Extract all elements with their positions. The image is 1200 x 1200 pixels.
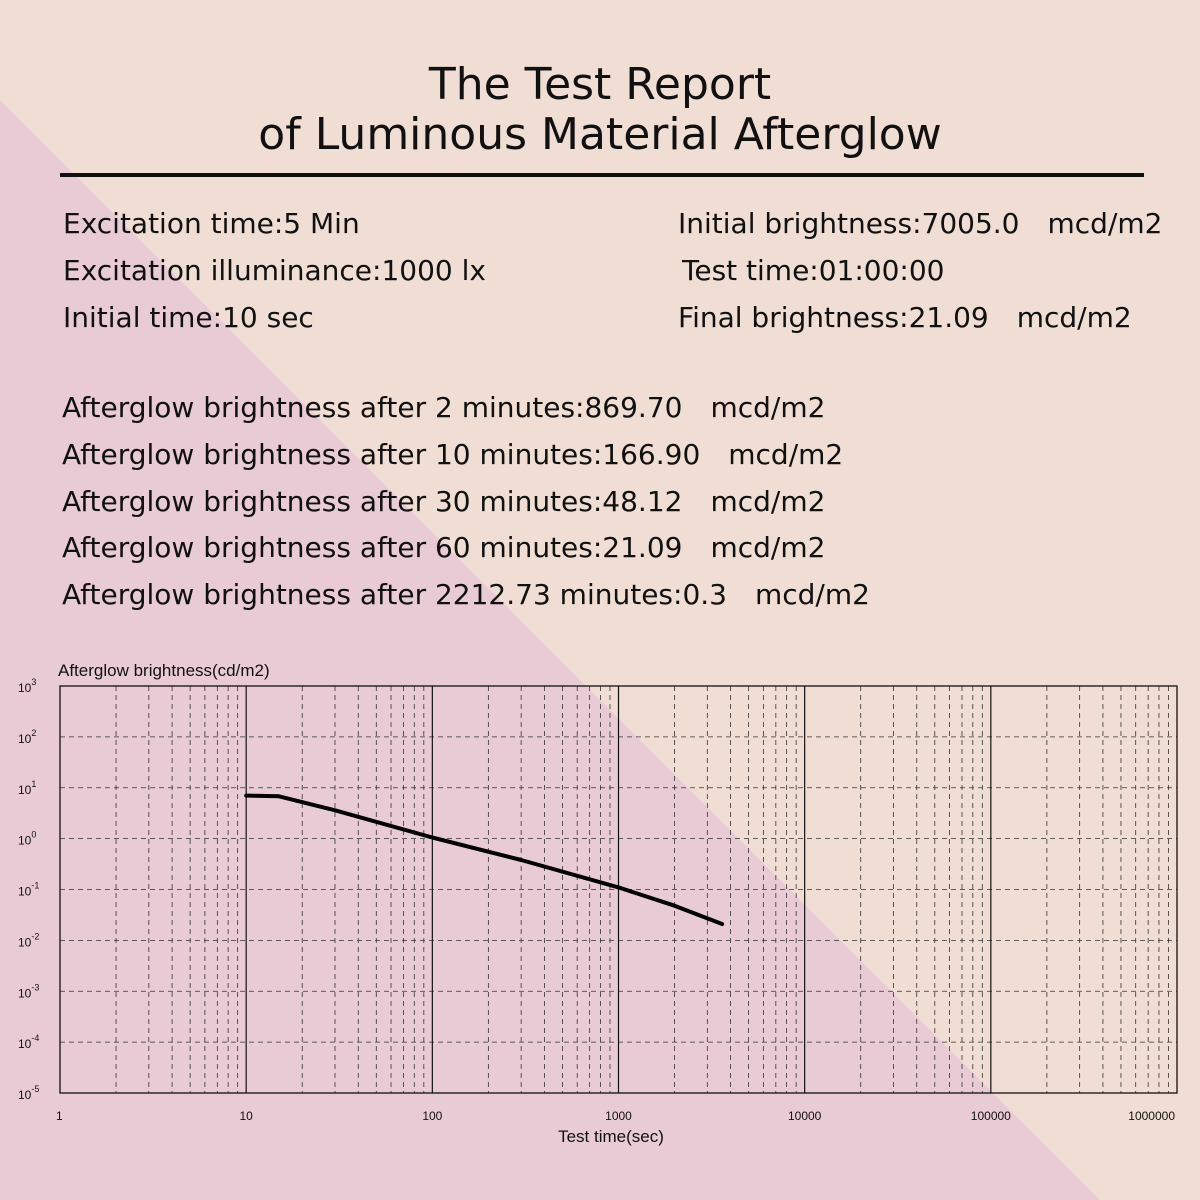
- chart-plot-frame: [59, 685, 1178, 1094]
- report-title-line-1: The Test Report: [428, 59, 772, 110]
- y-tick-base: 10: [18, 935, 32, 949]
- y-axis-label: Afterglow brightness(cd/m2): [58, 661, 270, 680]
- x-tick-label: 100000: [971, 1109, 1011, 1123]
- afterglow-2212-min: Afterglow brightness after 2212.73 minut…: [62, 578, 870, 612]
- y-tick-label: 10-2: [18, 931, 39, 949]
- afterglow-10-min-value: Afterglow brightness after 10 minutes:16…: [62, 438, 701, 471]
- initial-time: Initial time:10 sec: [63, 301, 314, 334]
- report-title-line-2: of Luminous Material Afterglow: [258, 109, 942, 160]
- y-tick-label: 103: [18, 677, 36, 695]
- afterglow-2-min-value: Afterglow brightness after 2 minutes:869…: [62, 391, 683, 424]
- final-brightness: Final brightness:21.09 mcd/m2: [678, 301, 1132, 335]
- x-axis-label: Test time(sec): [558, 1127, 664, 1146]
- test-time: Test time:01:00:00: [682, 254, 945, 288]
- afterglow-60-min-unit: mcd/m2: [710, 531, 826, 564]
- y-tick-label: 102: [18, 728, 36, 746]
- final-brightness-unit: mcd/m2: [1016, 301, 1132, 334]
- y-tick-base: 10: [18, 1088, 32, 1102]
- afterglow-2212-min-value: Afterglow brightness after 2212.73 minut…: [62, 578, 727, 611]
- initial-brightness: Initial brightness:7005.0 mcd/m2: [678, 207, 1162, 241]
- y-tick-base: 10: [18, 986, 32, 1000]
- excitation-time: Excitation time:5 Min: [63, 207, 360, 240]
- y-tick-exponent: 1: [31, 779, 36, 789]
- y-tick-label: 100: [18, 830, 36, 848]
- series-line-afterglow: [244, 793, 725, 926]
- y-tick-label: 101: [18, 779, 36, 797]
- x-tick-label: 1: [56, 1109, 63, 1123]
- afterglow-2212-min-unit: mcd/m2: [754, 578, 870, 611]
- afterglow-2-min: Afterglow brightness after 2 minutes:869…: [62, 391, 825, 425]
- chart-x-tick-labels: 1 10 100 1000 10000 100000 1000000: [56, 1109, 1175, 1123]
- afterglow-30-min-value: Afterglow brightness after 30 minutes:48…: [62, 485, 683, 518]
- afterglow-30-min-unit: mcd/m2: [710, 485, 826, 518]
- y-tick-base: 10: [18, 1037, 32, 1051]
- y-tick-base: 10: [18, 732, 32, 746]
- afterglow-10-min: Afterglow brightness after 10 minutes:16…: [62, 438, 843, 472]
- x-tick-label: 1000: [605, 1109, 632, 1123]
- y-tick-base: 10: [18, 783, 32, 797]
- afterglow-30-min: Afterglow brightness after 30 minutes:48…: [62, 485, 825, 519]
- y-tick-label: 10-4: [18, 1033, 39, 1051]
- chart-series-layer: [244, 793, 725, 926]
- y-tick-base: 10: [18, 834, 32, 848]
- x-tick-label: 100: [422, 1109, 442, 1123]
- y-tick-base: 10: [18, 885, 32, 899]
- y-tick-exponent: -5: [31, 1084, 39, 1094]
- x-tick-label: 10: [239, 1109, 253, 1123]
- y-tick-exponent: -4: [31, 1033, 39, 1043]
- y-tick-label: 10-3: [18, 982, 39, 1000]
- x-tick-label: 10000: [788, 1109, 822, 1123]
- x-tick-label: 1000000: [1128, 1109, 1175, 1123]
- y-tick-exponent: -1: [31, 881, 39, 891]
- y-tick-exponent: 0: [31, 830, 36, 840]
- excitation-illuminance: Excitation illuminance:1000 lx: [63, 254, 486, 287]
- afterglow-2-min-unit: mcd/m2: [710, 391, 826, 424]
- afterglow-60-min: Afterglow brightness after 60 minutes:21…: [62, 531, 825, 565]
- y-tick-exponent: 2: [31, 728, 36, 738]
- afterglow-10-min-unit: mcd/m2: [728, 438, 844, 471]
- initial-brightness-unit: mcd/m2: [1047, 207, 1163, 240]
- initial-brightness-value: Initial brightness:7005.0: [678, 207, 1020, 240]
- test-time-value: Test time:01:00:00: [682, 254, 945, 287]
- final-brightness-value: Final brightness:21.09: [678, 301, 989, 334]
- afterglow-60-min-value: Afterglow brightness after 60 minutes:21…: [62, 531, 683, 564]
- chart-major-grid: [245, 686, 992, 1093]
- y-tick-exponent: 3: [31, 677, 36, 687]
- y-tick-exponent: -3: [31, 982, 39, 992]
- background-pink-diagonal: [0, 100, 1100, 1200]
- y-tick-label: 10-5: [18, 1084, 39, 1102]
- y-tick-exponent: -2: [31, 931, 39, 941]
- y-tick-label: 10-1: [18, 881, 39, 899]
- title-divider: [60, 173, 1144, 177]
- y-tick-base: 10: [18, 681, 32, 695]
